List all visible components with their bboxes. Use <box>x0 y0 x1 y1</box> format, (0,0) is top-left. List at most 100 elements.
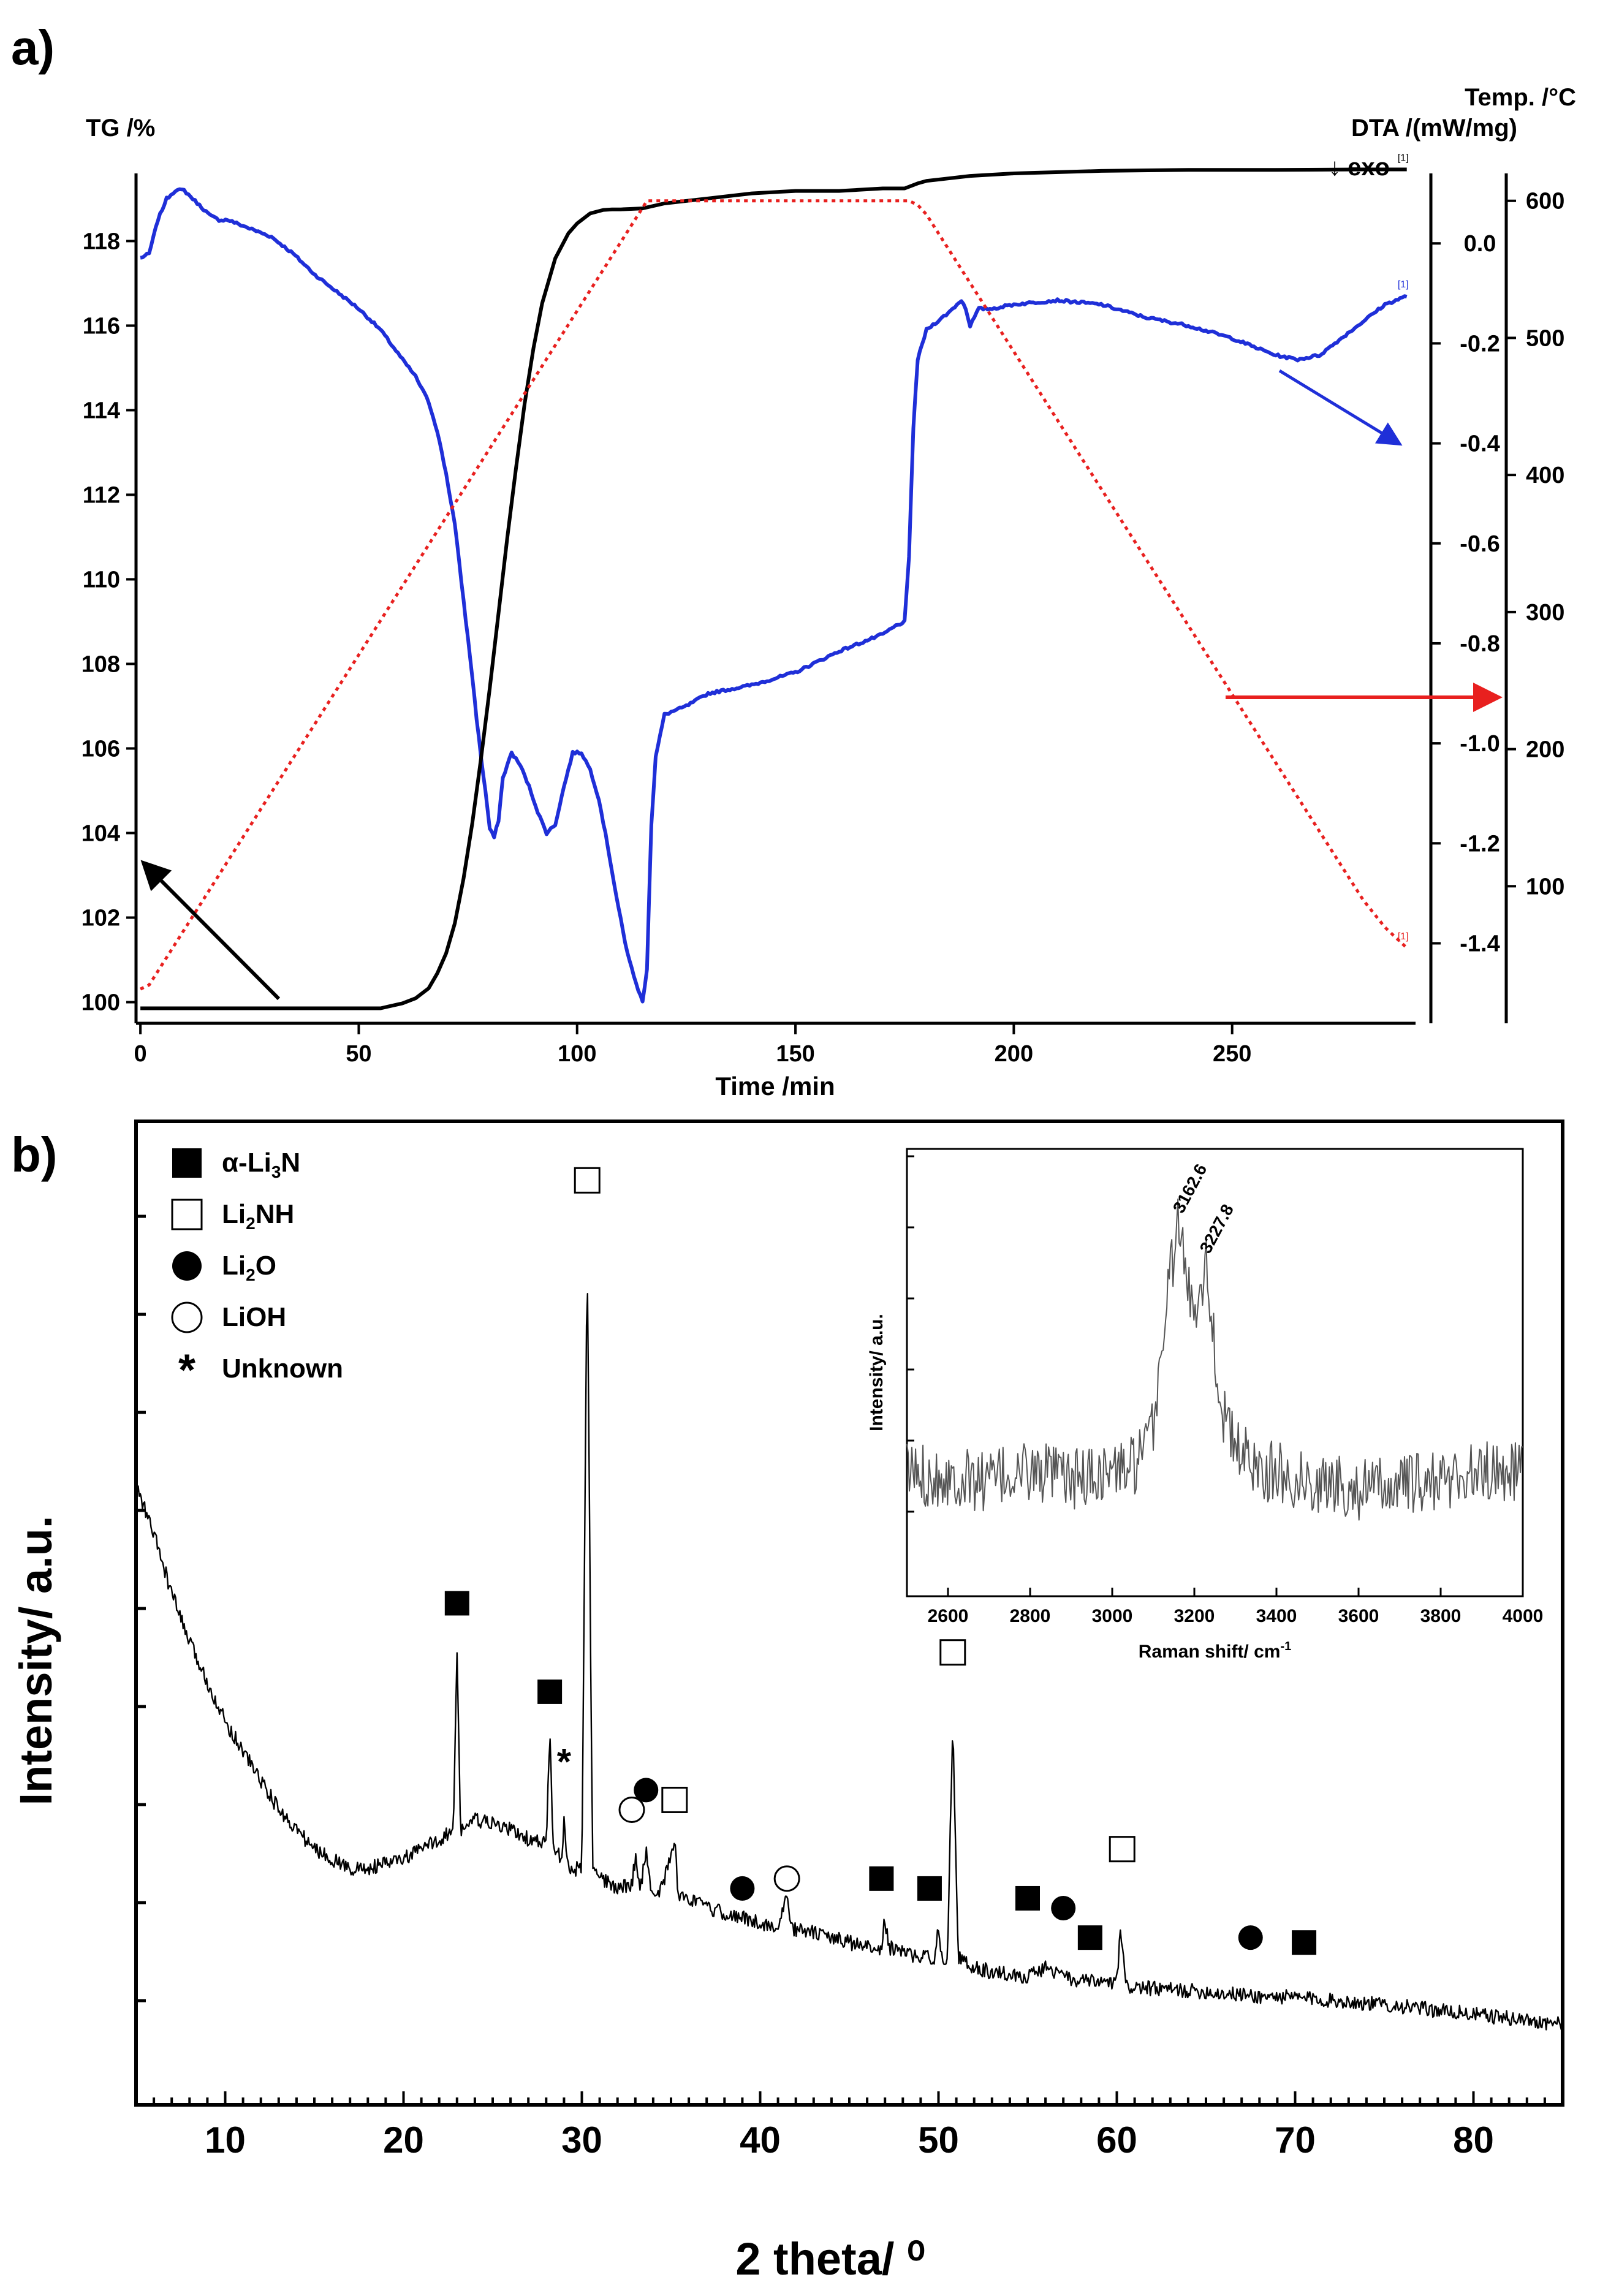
filled-square-peak-marker <box>869 1866 894 1891</box>
temp-axis-label: Temp. /°C <box>1465 84 1576 111</box>
time-tick-label: 50 <box>346 1041 371 1067</box>
inset-x-tick-label: 4000 <box>1503 1606 1544 1626</box>
temp-end-tag: [1] <box>1398 931 1409 942</box>
legend-symbol-filled-circle <box>172 1251 202 1281</box>
dta-exo-label: ↓ exo <box>1329 154 1390 181</box>
dta-axis-label: DTA /(mW/mg) <box>1351 115 1517 142</box>
raman-spectrum-line <box>906 1198 1523 1521</box>
xrd-x-tick-label: 20 <box>383 2120 424 2161</box>
dta-tick-label: -0.2 <box>1460 331 1500 357</box>
dta-series-line <box>140 167 1407 1010</box>
dta-end-tag: [1] <box>1398 153 1409 163</box>
inset-x-tick-label: 3400 <box>1256 1606 1297 1626</box>
xrd-pattern-line <box>135 1292 1563 2031</box>
legend-symbol-asterisk: * <box>178 1346 195 1395</box>
inset-y-axis-title: Intensity/ a.u. <box>866 1314 887 1431</box>
inset-x-tick-label: 3200 <box>1174 1606 1215 1626</box>
tg-axis-label: TG /% <box>86 115 155 142</box>
dta-tick-label: -0.8 <box>1460 631 1500 657</box>
filled-circle-peak-marker <box>1238 1925 1263 1950</box>
tg-tick-label: 104 <box>82 820 120 846</box>
time-tick-label: 200 <box>995 1041 1033 1067</box>
xrd-x-tick-label: 80 <box>1453 2120 1494 2161</box>
xrd-x-tick-label: 10 <box>205 2120 246 2161</box>
dta-tick-label: -1.4 <box>1460 931 1500 957</box>
legend-label-text: Li <box>222 1251 246 1281</box>
legend-label-text: LiOH <box>222 1302 286 1332</box>
legend-label-subscript: 2 <box>246 1214 256 1233</box>
filled-square-peak-marker <box>917 1876 942 1901</box>
tg-tick-label: 118 <box>83 229 120 254</box>
panel-b-label: b) <box>11 1127 58 1182</box>
open-square-peak-marker <box>574 1167 601 1194</box>
tg-tick-label: 116 <box>83 313 120 339</box>
tg-tick-label: 106 <box>82 736 120 762</box>
tg-tick-label: 102 <box>82 905 120 931</box>
dta-tick-label: -0.4 <box>1460 431 1500 457</box>
dta-tick-label: -0.6 <box>1460 531 1500 557</box>
temp-tick-label: 500 <box>1526 325 1564 351</box>
temp-tick-label: 300 <box>1526 600 1564 626</box>
inset-x-tick-label: 2800 <box>1010 1606 1051 1626</box>
filled-square-peak-marker <box>537 1679 563 1704</box>
filled-square-peak-marker <box>444 1591 469 1616</box>
dta-tick-label: -1.2 <box>1460 831 1500 857</box>
temp-series-line <box>140 199 1408 991</box>
inset-x-tick-label: 3000 <box>1092 1606 1133 1626</box>
xrd-x-tick-label: 40 <box>740 2120 781 2161</box>
legend-label: Li2NH <box>222 1199 294 1233</box>
legend-symbol-open-square <box>171 1199 203 1230</box>
panel-b-x-axis-title: 2 theta/ ⁰ <box>735 2233 925 2284</box>
panel-a-plot: 0 50 100 150 200 250 100 102 104 106 108 110 112 114 1… <box>82 153 1565 1067</box>
open-square-peak-marker <box>939 1639 966 1666</box>
xrd-x-tick-label: 30 <box>561 2120 602 2161</box>
legend-label-text: Li <box>222 1199 246 1229</box>
xrd-x-tick-label: 50 <box>918 2120 959 2161</box>
temp-tick-label: 200 <box>1526 737 1564 763</box>
legend-label-tail: O <box>256 1251 276 1281</box>
tg-tick-label: 108 <box>82 651 120 677</box>
tg-tick-label: 110 <box>83 567 120 593</box>
tg-tick-label: 114 <box>83 398 120 423</box>
inset-x-tick-label: 3800 <box>1420 1606 1462 1626</box>
filled-square-peak-marker <box>1292 1930 1317 1955</box>
tg-series-line <box>140 187 1408 1004</box>
inset-x-tick-label: 2600 <box>928 1606 969 1626</box>
tg-end-tag: [1] <box>1398 279 1409 290</box>
filled-circle-peak-marker <box>634 1778 659 1803</box>
legend-label-tail: NH <box>256 1199 295 1229</box>
temp-tick-label: 400 <box>1526 463 1564 488</box>
panel-a-x-axis-title: Time /min <box>715 1072 835 1101</box>
filled-square-peak-marker <box>1015 1885 1040 1911</box>
time-tick-label: 150 <box>776 1041 814 1067</box>
panel-b-plot: 10 20 30 40 50 60 70 80 * <box>134 1120 1564 2161</box>
panel-b-y-axis-title: Intensity/ a.u. <box>10 1516 61 1806</box>
filled-circle-peak-marker <box>730 1876 755 1901</box>
legend-symbol-open-circle <box>171 1301 203 1333</box>
open-circle-peak-marker <box>618 1797 645 1823</box>
legend-label-text: Unknown <box>222 1354 343 1384</box>
legend-label: LiOH <box>222 1302 286 1332</box>
legend-label-subscript: 3 <box>271 1162 281 1181</box>
inset-x-axis-title: Raman shift/ cm-1 <box>1139 1640 1292 1662</box>
time-tick-label: 100 <box>558 1041 596 1067</box>
legend-label-tail: N <box>281 1148 300 1178</box>
legend-label: Unknown <box>222 1354 343 1384</box>
dta-tick-label: -1.0 <box>1460 731 1500 757</box>
tg-axis-arrow <box>140 860 281 1001</box>
dta-axis-arrow <box>1278 369 1403 446</box>
xrd-x-tick-label: 60 <box>1096 2120 1137 2161</box>
panel-a-label: a) <box>11 20 55 75</box>
inset-x-tick-label: 3600 <box>1338 1606 1379 1626</box>
asterisk-peak-marker: * <box>557 1741 572 1782</box>
legend-symbol-filled-square <box>172 1148 202 1178</box>
legend-label: α-Li3N <box>222 1148 300 1181</box>
xrd-x-tick-label: 70 <box>1275 2120 1316 2161</box>
raman-inset: 2600 2800 3000 3200 3400 3600 3800 40003162.632… <box>866 1148 1544 1662</box>
time-tick-label: 250 <box>1213 1041 1251 1067</box>
dta-tick-label: 0.0 <box>1464 231 1496 257</box>
time-tick-label: 0 <box>134 1041 147 1067</box>
open-square-peak-marker <box>661 1786 688 1813</box>
